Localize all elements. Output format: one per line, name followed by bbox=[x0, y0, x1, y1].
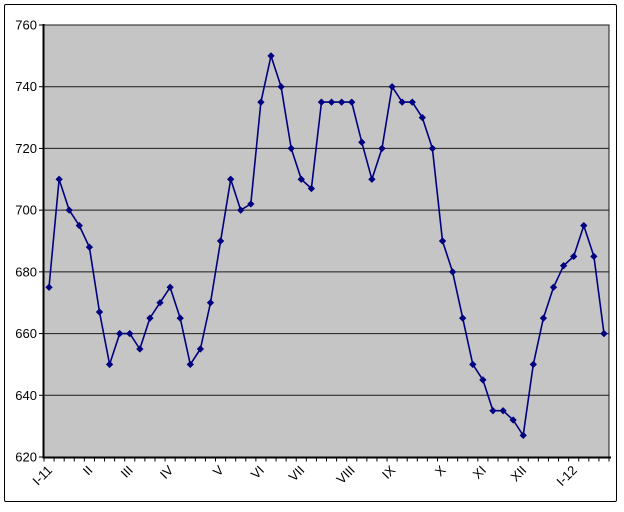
data-point-marker bbox=[388, 82, 396, 91]
data-point-marker bbox=[448, 268, 457, 276]
data-point-marker bbox=[297, 175, 306, 184]
data-point-marker bbox=[45, 283, 53, 292]
data-point-marker bbox=[529, 360, 538, 369]
x-axis-label: X bbox=[432, 462, 449, 479]
data-point-marker bbox=[277, 82, 285, 91]
data-point-marker bbox=[186, 360, 195, 369]
y-axis-label: 680 bbox=[15, 264, 37, 279]
x-axis-label: II bbox=[80, 463, 96, 479]
data-point-marker bbox=[438, 237, 447, 245]
data-point-marker bbox=[196, 345, 205, 353]
data-point-marker bbox=[126, 329, 134, 338]
data-point-marker bbox=[226, 175, 235, 184]
data-point-marker bbox=[317, 98, 326, 106]
data-point-marker bbox=[539, 314, 548, 322]
y-axis-label: 660 bbox=[15, 326, 37, 341]
data-point-marker bbox=[549, 283, 558, 292]
data-point-marker bbox=[75, 221, 84, 230]
y-axis-label: 740 bbox=[15, 79, 37, 94]
y-axis-label: 640 bbox=[15, 388, 37, 403]
x-axis-label: V bbox=[210, 462, 227, 479]
y-axis-label: 760 bbox=[15, 18, 37, 33]
plot-area bbox=[43, 24, 610, 458]
x-axis-label: I-12 bbox=[553, 463, 579, 489]
x-axis-label: VII bbox=[286, 463, 308, 485]
x-axis-label: III bbox=[118, 463, 136, 481]
data-point-marker bbox=[469, 360, 477, 369]
data-point-marker bbox=[287, 144, 295, 153]
data-point-marker bbox=[509, 416, 517, 424]
data-point-marker bbox=[176, 314, 184, 322]
data-point-marker bbox=[378, 144, 386, 153]
data-point-marker bbox=[85, 243, 94, 251]
data-point-marker bbox=[105, 360, 114, 369]
data-point-marker bbox=[136, 345, 144, 353]
data-point-marker bbox=[499, 406, 507, 415]
x-axis-label: IX bbox=[379, 462, 399, 482]
data-point-marker bbox=[428, 144, 437, 153]
data-point-marker bbox=[247, 200, 255, 208]
data-point-marker bbox=[458, 314, 467, 322]
data-point-marker bbox=[559, 261, 568, 270]
y-axis-label: 700 bbox=[15, 203, 37, 218]
data-point-marker bbox=[337, 98, 346, 106]
data-point-marker bbox=[206, 298, 215, 307]
data-point-marker bbox=[55, 175, 63, 184]
data-point-marker bbox=[368, 175, 376, 184]
x-axis-label: XII bbox=[508, 463, 530, 485]
x-axis-label: I-11 bbox=[29, 463, 55, 489]
data-point-marker bbox=[590, 252, 598, 261]
data-point-marker bbox=[347, 98, 356, 106]
data-point-marker bbox=[580, 221, 588, 230]
x-axis-label: VI bbox=[248, 463, 267, 482]
data-point-marker bbox=[65, 206, 73, 214]
data-point-marker bbox=[307, 184, 316, 193]
data-point-marker bbox=[115, 329, 124, 338]
y-axis-label: 620 bbox=[15, 450, 37, 465]
x-axis-label: XI bbox=[470, 463, 489, 482]
data-point-marker bbox=[236, 206, 245, 214]
data-point-marker bbox=[600, 329, 608, 338]
data-point-marker bbox=[166, 283, 174, 292]
data-point-marker bbox=[489, 406, 497, 415]
data-point-marker bbox=[327, 98, 336, 106]
y-axis-label: 720 bbox=[15, 141, 37, 156]
data-point-marker bbox=[95, 308, 104, 316]
data-point-marker bbox=[398, 98, 406, 106]
data-point-marker bbox=[519, 431, 527, 440]
data-point-marker bbox=[216, 237, 225, 245]
data-point-marker bbox=[146, 314, 154, 322]
data-point-marker bbox=[418, 113, 427, 122]
data-point-marker bbox=[156, 298, 164, 307]
x-axis-label: IV bbox=[157, 462, 177, 482]
data-point-marker bbox=[569, 252, 578, 261]
x-axis-label: VIII bbox=[333, 463, 357, 487]
data-point-marker bbox=[267, 52, 275, 60]
data-point-marker bbox=[479, 376, 487, 384]
data-point-marker bbox=[358, 138, 366, 147]
data-point-marker bbox=[408, 98, 417, 106]
data-point-marker bbox=[257, 98, 265, 106]
